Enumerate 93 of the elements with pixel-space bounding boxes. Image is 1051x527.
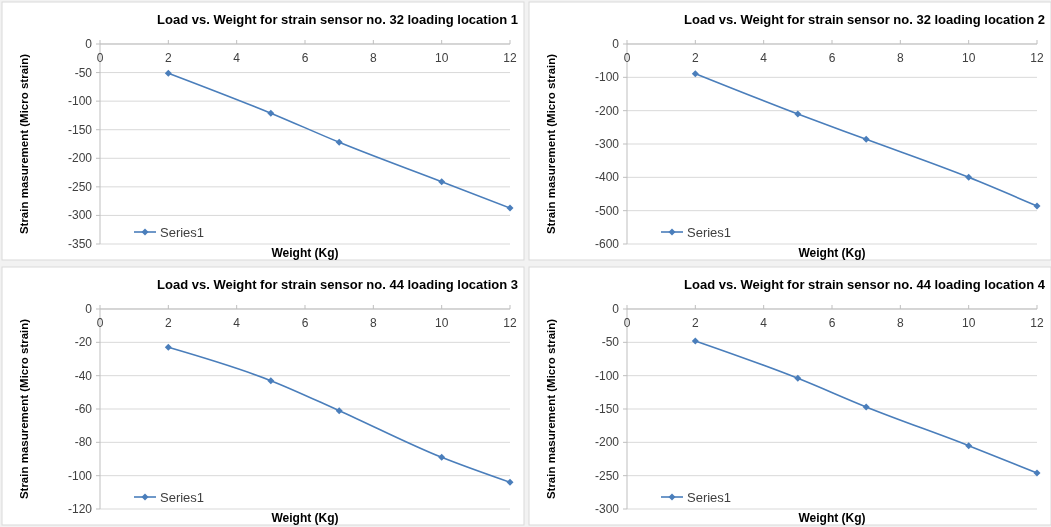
y-tick-label: 0: [612, 302, 620, 316]
x-axis-title: Weight (Kg): [271, 511, 339, 525]
x-tick-label: 10: [434, 51, 449, 65]
x-tick-label: 8: [896, 51, 904, 65]
point: [164, 69, 172, 77]
y-tick-label: -80: [74, 435, 93, 450]
x-tick-label: 2: [691, 316, 699, 330]
x-axis-title: Weight (Kg): [798, 511, 866, 525]
y-tick-label: -500: [594, 203, 620, 218]
legend-label: Series1: [687, 490, 732, 505]
point: [691, 337, 699, 345]
y-tick-label: -250: [67, 179, 93, 194]
y-tick-label: -350: [67, 237, 93, 251]
x-tick-label: 8: [369, 316, 377, 330]
point: [1033, 469, 1041, 477]
chart-title: Load vs. Weight for strain sensor no. 44 loading location 4: [684, 277, 1046, 292]
point: [1033, 202, 1041, 210]
x-tick-label: 10: [434, 316, 449, 330]
point: [438, 178, 446, 186]
y-tick-label: -200: [67, 151, 93, 166]
x-tick-label: 10: [961, 51, 976, 65]
point: [506, 204, 514, 212]
y-tick-label: 0: [85, 302, 93, 316]
y-tick-label: -150: [594, 402, 620, 416]
x-tick-label: 4: [760, 316, 768, 330]
point: [691, 70, 699, 78]
point: [267, 377, 275, 385]
x-tick-label: 6: [301, 316, 309, 330]
x-tick-label: 12: [1030, 316, 1044, 330]
point: [965, 173, 973, 181]
x-tick-label: 8: [369, 51, 377, 65]
point: [506, 478, 514, 486]
chart-title: Load vs. Weight for strain sensor no. 44 loading location 3: [157, 277, 518, 292]
point: [862, 135, 870, 143]
y-tick-label: -40: [74, 368, 93, 383]
x-tick-label: 0: [96, 51, 104, 65]
point: [335, 138, 343, 146]
x-tick-label: 12: [503, 51, 517, 65]
x-tick-label: 8: [896, 316, 904, 330]
y-tick-label: -60: [74, 402, 93, 416]
x-tick-label: 4: [233, 51, 241, 65]
y-axis-title: Strain masurement (Micro strain): [545, 318, 557, 500]
x-tick-label: 6: [828, 51, 836, 65]
y-tick-label: -400: [594, 170, 620, 185]
y-tick-label: 0: [85, 37, 93, 51]
y-tick-label: -100: [594, 368, 620, 383]
x-axis-title: Weight (Kg): [271, 246, 339, 260]
y-tick-label: -100: [67, 94, 93, 109]
y-tick-label: -300: [594, 502, 620, 516]
x-tick-label: 2: [164, 316, 172, 330]
x-tick-label: 12: [503, 316, 517, 330]
legend-label: Series1: [160, 490, 205, 505]
y-tick-label: 0: [612, 37, 620, 51]
y-axis-title: Strain masurement (Micro strain): [545, 53, 557, 235]
y-tick-label: -120: [67, 502, 93, 516]
y-tick-label: -200: [594, 103, 620, 118]
x-axis-title: Weight (Kg): [798, 246, 866, 260]
x-tick-label: 12: [1030, 51, 1044, 65]
x-tick-label: 4: [233, 316, 241, 330]
point: [438, 453, 446, 461]
legend-label: Series1: [160, 225, 205, 240]
legend-label: Series1: [687, 225, 732, 240]
x-tick-label: 2: [164, 51, 172, 65]
x-tick-label: 10: [961, 316, 976, 330]
y-tick-label: -200: [594, 435, 620, 450]
y-tick-label: -300: [594, 137, 620, 151]
chart-title: Load vs. Weight for strain sensor no. 32 loading location 2: [684, 12, 1045, 27]
y-tick-label: -600: [594, 237, 620, 251]
y-tick-label: -100: [594, 70, 620, 85]
y-tick-label: -150: [67, 122, 93, 137]
y-tick-label: -300: [67, 208, 93, 223]
x-tick-label: 2: [691, 51, 699, 65]
point: [267, 109, 275, 117]
x-tick-label: 0: [623, 51, 631, 65]
y-axis-title: Strain masurement (Micro strain): [18, 53, 30, 235]
point: [335, 407, 343, 415]
point: [862, 403, 870, 411]
point: [164, 343, 172, 351]
x-tick-label: 6: [301, 51, 309, 65]
x-tick-label: 0: [96, 316, 104, 330]
x-tick-label: 4: [760, 51, 768, 65]
y-tick-label: -50: [74, 65, 93, 80]
y-tick-label: -250: [594, 468, 620, 483]
chart-title: Load vs. Weight for strain sensor no. 32 loading location 1: [157, 12, 518, 27]
point: [965, 442, 973, 450]
y-axis-title: Strain masurement (Micro strain): [18, 318, 30, 500]
x-tick-label: 6: [828, 316, 836, 330]
point: [794, 374, 802, 382]
x-tick-label: 0: [623, 316, 631, 330]
y-tick-label: -100: [67, 468, 93, 483]
point: [794, 110, 802, 118]
y-tick-label: -20: [74, 335, 93, 350]
y-tick-label: -50: [601, 335, 620, 350]
